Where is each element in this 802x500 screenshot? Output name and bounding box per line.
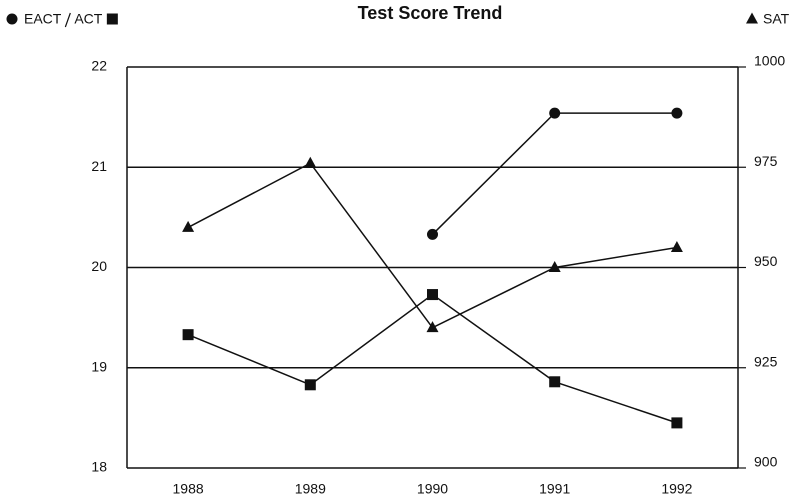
legend-label: ACT — [74, 11, 102, 27]
legend-label: SAT — [763, 11, 790, 27]
marker-circle — [671, 107, 683, 119]
marker-triangle — [670, 240, 683, 252]
marker-square — [549, 376, 561, 388]
marker-triangle — [182, 220, 195, 232]
marker-circle — [427, 228, 438, 240]
y2-tick-label: 900 — [754, 454, 778, 470]
series-line — [431, 112, 677, 235]
x-tick-label: 1988 — [173, 481, 204, 497]
x-tick-label: 1992 — [661, 481, 692, 497]
y2-tick-label: 975 — [754, 153, 778, 169]
y-tick-label: 20 — [91, 258, 107, 274]
y2-tick-label: 950 — [754, 253, 778, 269]
marker-square — [182, 329, 194, 341]
y-tick-label: 21 — [91, 158, 107, 174]
x-tick-label: 1990 — [417, 481, 448, 497]
legend-separator — [64, 12, 71, 28]
marker-square — [106, 13, 118, 25]
marker-square — [427, 289, 438, 301]
y2-tick-label: 925 — [754, 353, 778, 369]
marker-square — [671, 417, 683, 429]
y2-tick-label: 1000 — [754, 53, 785, 69]
x-tick-label: 1989 — [295, 481, 326, 497]
x-tick-label: 1991 — [539, 481, 570, 497]
y-tick-label: 18 — [91, 459, 107, 475]
marker-triangle — [548, 261, 561, 272]
y-tick-label: 22 — [91, 58, 107, 74]
marker-triangle — [746, 12, 758, 24]
chart-title: Test Score Trend — [358, 3, 503, 23]
series-line — [187, 162, 678, 329]
marker-triangle — [304, 156, 317, 168]
marker-circle — [6, 13, 18, 25]
marker-triangle — [426, 321, 439, 333]
marker-circle — [549, 107, 561, 119]
series-line — [187, 293, 678, 424]
marker-square — [304, 379, 316, 391]
legend-label: EACT — [24, 11, 62, 27]
y-tick-label: 19 — [91, 358, 107, 374]
